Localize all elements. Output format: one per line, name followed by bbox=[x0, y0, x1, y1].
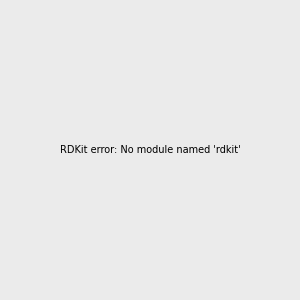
Text: RDKit error: No module named 'rdkit': RDKit error: No module named 'rdkit' bbox=[60, 145, 240, 155]
